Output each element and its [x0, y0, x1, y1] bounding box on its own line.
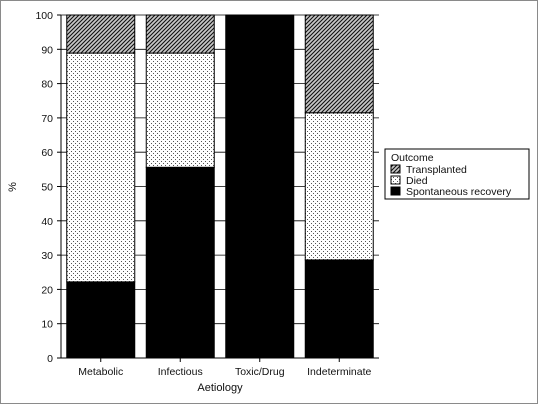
- y-ticks: 0 10 20 30 40 50 60 70 80 90 100: [35, 10, 61, 365]
- bar-segment-spontaneous-recovery: [225, 14, 295, 359]
- x-tick-label: Metabolic: [78, 366, 123, 378]
- y-tick-label: 70: [41, 113, 53, 125]
- legend-box: [384, 148, 530, 200]
- x-tick-label: Indeterminate: [307, 366, 371, 378]
- bar-segment-spontaneous-recovery: [66, 281, 136, 359]
- y-tick-label: 10: [41, 319, 53, 331]
- bar-segment-spontaneous-recovery: [145, 166, 215, 359]
- y-tick-label: 20: [41, 284, 53, 296]
- bar-segment-transplanted: [304, 14, 374, 114]
- bars: [66, 14, 374, 359]
- y-tick-label: 30: [41, 250, 53, 262]
- legend-swatch: [390, 175, 401, 185]
- y-tick-label: 60: [41, 147, 53, 159]
- y-tick-label: 100: [35, 10, 53, 22]
- x-axis-label: Aetiology: [197, 382, 243, 394]
- legend-label: Spontaneous recovery: [406, 186, 512, 198]
- legend-swatch: [390, 164, 401, 174]
- legend-label: Died: [406, 175, 428, 187]
- y-axis-label: %: [7, 182, 19, 192]
- y-tick-label: 50: [41, 182, 53, 194]
- bar-segment-died: [66, 52, 136, 283]
- legend-label: Transplanted: [406, 164, 467, 176]
- x-tick-label: Toxic/Drug: [235, 366, 285, 378]
- legend-swatch: [390, 186, 401, 196]
- x-tick-label: Infectious: [158, 366, 203, 378]
- y-tick-label: 80: [41, 79, 53, 91]
- bar-segment-died: [145, 52, 215, 168]
- y-tick-label: 40: [41, 216, 53, 228]
- bar-segment-spontaneous-recovery: [304, 259, 374, 359]
- x-ticks: Metabolic Infectious Toxic/Drug Indetermina…: [78, 358, 372, 378]
- bar-segment-transplanted: [66, 14, 136, 54]
- y-tick-label: 90: [41, 44, 53, 56]
- legend-title: Outcome: [391, 152, 434, 164]
- bar-segment-transplanted: [145, 14, 215, 54]
- bar-segment-died: [304, 112, 374, 261]
- y-tick-label: 0: [47, 353, 53, 365]
